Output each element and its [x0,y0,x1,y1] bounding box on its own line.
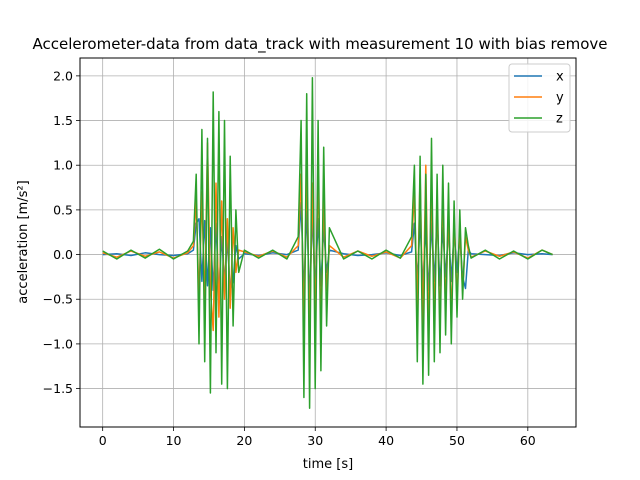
legend: xyz [508,63,571,133]
y-tick-label: 1.0 [53,158,73,173]
x-tick-label: 40 [378,433,394,448]
plot-area [80,58,576,427]
legend-label-y: y [556,91,564,106]
series-line-z [102,76,553,409]
x-tick-label: 50 [449,433,465,448]
x-tick-label: 0 [99,433,107,448]
y-axis-ticks: −1.5 −1.0 −0.5 0.0 0.5 1.0 1.5 2.0 [43,68,80,396]
y-tick-label: 2.0 [53,68,73,83]
x-axis-ticks: 0 10 20 30 40 50 60 [99,427,536,448]
series-lines [102,76,553,409]
x-tick-label: 60 [520,433,536,448]
y-tick-label: 0.5 [53,202,73,217]
y-tick-label: −1.0 [43,336,73,351]
y-tick-label: −1.5 [43,381,73,396]
legend-label-z: z [556,112,563,127]
x-tick-label: 20 [236,433,252,448]
y-tick-label: 1.5 [53,113,73,128]
y-tick-label: 0.0 [53,247,73,262]
legend-frame [508,63,571,133]
y-tick-label: −0.5 [43,292,73,307]
chart-title: Accelerometer-data from data_track with … [32,35,607,54]
plot-frame [79,57,577,428]
x-tick-label: 30 [307,433,323,448]
x-axis-label: time [s] [303,457,353,472]
x-tick-label: 10 [166,433,182,448]
y-axis-label: acceleration [m/s²] [16,180,31,303]
legend-label-x: x [556,70,564,85]
